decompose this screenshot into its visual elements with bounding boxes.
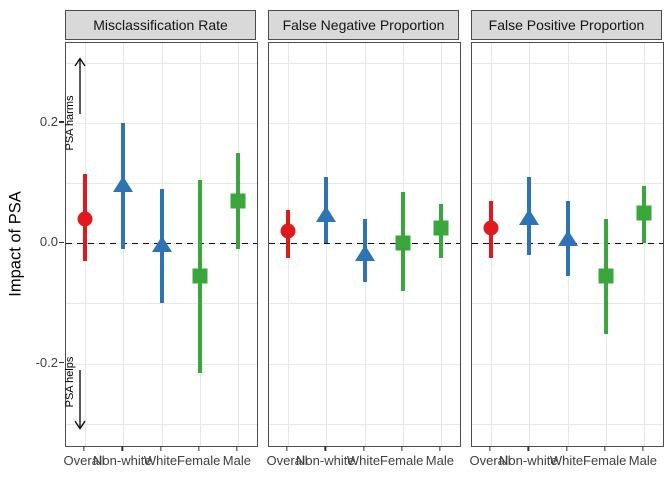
- arrow-up-icon: [73, 57, 87, 114]
- x-tick-label: Female: [583, 453, 627, 468]
- x-tick-label: Non-white: [499, 453, 558, 468]
- point-marker-triangle: [151, 236, 172, 253]
- x-tick-label: Non-white: [296, 453, 355, 468]
- point-marker-circle: [483, 220, 499, 236]
- x-tick-label: White: [143, 453, 178, 468]
- point-marker-triangle: [113, 176, 134, 193]
- x-tick-label: Male: [425, 453, 454, 468]
- x-axis-tick-mark: [604, 446, 606, 452]
- facet-strip: False Negative Proportion: [268, 10, 459, 40]
- x-axis-tick-mark: [198, 446, 200, 452]
- point-marker-triangle: [519, 209, 540, 226]
- y-tick-label: -0.2: [35, 354, 58, 370]
- gridline-vertical: [643, 43, 645, 446]
- y-axis-tick-mark: [59, 241, 64, 244]
- x-tick-label: Male: [222, 453, 251, 468]
- x-axis-tick-mark: [83, 446, 85, 452]
- facet-strip: Misclassification Rate: [65, 10, 256, 40]
- point-marker-square: [192, 268, 208, 284]
- point-marker-square: [230, 193, 246, 209]
- arrow-down-icon: [73, 369, 87, 430]
- annotation-label: PSA harms: [64, 95, 76, 151]
- x-axis-tick-mark: [362, 446, 365, 452]
- x-tick-label: Female: [380, 453, 424, 468]
- x-tick-label: White: [549, 453, 584, 468]
- gridline-vertical: [326, 43, 328, 446]
- plot-panel: [471, 42, 664, 447]
- x-tick-label: Male: [628, 453, 657, 468]
- point-marker-circle: [280, 223, 296, 239]
- y-axis-tick-mark: [59, 362, 64, 364]
- x-tick-label: Non-white: [93, 453, 152, 468]
- x-axis-tick-mark: [439, 446, 441, 452]
- y-tick-label: 0.2: [39, 113, 58, 129]
- y-tick-label: 0.0: [39, 234, 58, 250]
- point-marker-triangle: [316, 206, 337, 223]
- point-marker-triangle: [354, 245, 375, 262]
- x-axis-tick-mark: [286, 446, 288, 452]
- x-tick-label: Overall: [266, 453, 308, 468]
- plot-panel: [268, 42, 461, 447]
- x-axis-tick-mark: [642, 446, 644, 452]
- x-axis-tick-mark: [159, 446, 162, 452]
- x-axis-tick-mark: [527, 446, 529, 452]
- annotation-label: PSA helps: [64, 356, 76, 408]
- x-axis-tick-mark: [565, 446, 568, 452]
- x-axis-tick-mark: [489, 446, 491, 452]
- y-axis-tick-mark: [59, 121, 64, 123]
- facet-strip-title: False Negative Proportion: [282, 17, 445, 33]
- x-axis-tick-mark: [236, 446, 238, 452]
- point-marker-square: [433, 220, 449, 236]
- x-axis-tick-mark: [401, 446, 403, 452]
- facet-strip: False Positive Proportion: [471, 10, 662, 40]
- x-axis-tick-mark: [121, 446, 123, 452]
- x-tick-label: Overall: [469, 453, 511, 468]
- x-tick-label: Female: [177, 453, 221, 468]
- point-marker-circle: [77, 211, 93, 227]
- point-marker-triangle: [557, 230, 578, 247]
- facet-strip-title: False Positive Proportion: [488, 17, 645, 33]
- x-axis-tick-mark: [324, 446, 326, 452]
- point-marker-square: [395, 235, 411, 251]
- x-tick-label: Overall: [63, 453, 105, 468]
- plot-panel: PSA harms PSA helps: [64, 42, 258, 447]
- point-marker-square: [636, 205, 652, 221]
- x-tick-label: White: [346, 453, 381, 468]
- point-marker-square: [598, 268, 614, 284]
- facet-strip-title: Misclassification Rate: [93, 17, 228, 33]
